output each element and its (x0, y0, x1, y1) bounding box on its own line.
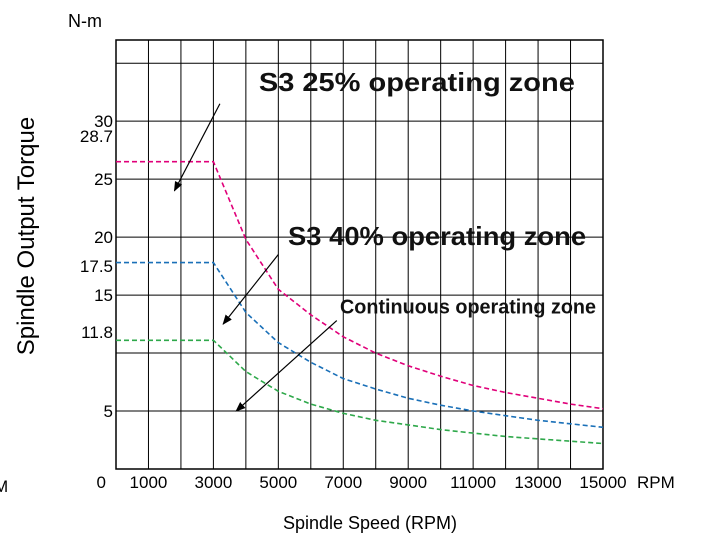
y-tick-label: 28.7 (80, 127, 113, 146)
x-tick-label: 3000 (194, 473, 232, 492)
x-tick-label: 1000 (130, 473, 168, 492)
annotation-arrow (222, 254, 279, 325)
x-tick-label: 13000 (514, 473, 561, 492)
x-tick-label: 5000 (259, 473, 297, 492)
left-edge-text: M (0, 477, 8, 496)
y-axis-title: Spindle Output Torque (13, 117, 40, 355)
annotation-arrow (235, 320, 338, 412)
series-line (116, 261, 604, 429)
y-tick-label: 11.8 (81, 323, 113, 342)
y-tick-label: 20 (94, 228, 113, 247)
x-tick-labels: 0 1000 3000 5000 7000 9000 11000 13000 15000 (97, 473, 627, 492)
x-tick-label: 0 (97, 473, 106, 492)
zone-label: Continuous operating zone (340, 297, 596, 319)
x-tick-label: 7000 (324, 473, 362, 492)
zone-annotations: S3 25% operating zone S3 40% operating zo… (173, 67, 596, 412)
zone-label: S3 40% operating zone (288, 221, 586, 251)
x-tick-label: 15000 (579, 473, 626, 492)
grid-lines (116, 40, 603, 469)
y-tick-label: 25 (94, 170, 113, 189)
annotation-arrow (173, 103, 221, 192)
series-lines (116, 160, 604, 445)
zone-label: S3 25% operating zone (259, 67, 575, 97)
y-tick-label: 5 (104, 402, 113, 421)
series-line (116, 339, 604, 445)
y-tick-label: 30 (94, 112, 113, 131)
plot-frame (115, 39, 604, 470)
y-tick-label: 17.5 (80, 257, 113, 276)
x-axis-title: Spindle Speed (RPM) (283, 513, 457, 533)
x-tick-label: 11000 (450, 473, 496, 492)
series-line (116, 160, 604, 410)
y-tick-labels: 5 11.8 15 17.5 20 25 28.730 (80, 112, 113, 421)
y-tick-label: 15 (94, 286, 113, 305)
x-tick-label: 9000 (389, 473, 427, 492)
x-unit-label: RPM (637, 473, 675, 492)
y-unit-label: N-m (68, 11, 102, 31)
